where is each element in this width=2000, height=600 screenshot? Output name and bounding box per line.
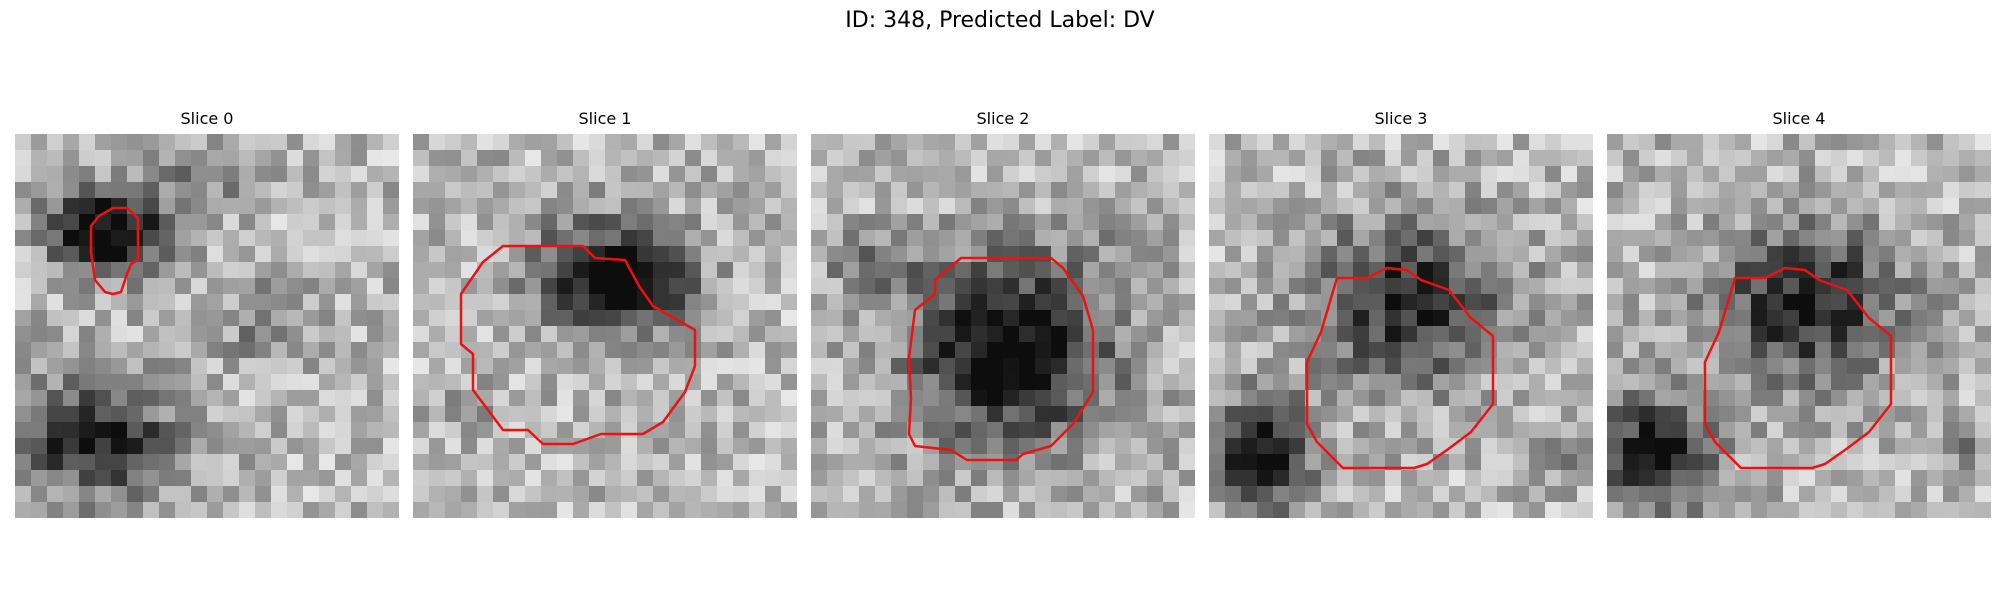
segmentation-contour	[1703, 266, 1893, 470]
slice-title: Slice 1	[578, 109, 632, 128]
slice-title: Slice 2	[976, 109, 1030, 128]
slice-title: Slice 3	[1374, 109, 1428, 128]
figure-title: ID: 348, Predicted Label: DV	[845, 8, 1155, 33]
slice-image	[811, 134, 1195, 518]
slice-image	[1607, 134, 1991, 518]
segmentation-contour	[1305, 266, 1495, 470]
slice-image	[1209, 134, 1593, 518]
segmentation-contour	[907, 256, 1095, 462]
segmentation-contour	[459, 244, 697, 446]
segmentation-contour	[89, 206, 140, 296]
slice-title: Slice 0	[180, 109, 234, 128]
slice-image	[413, 134, 797, 518]
slice-title: Slice 4	[1772, 109, 1826, 128]
slice-image	[15, 134, 399, 518]
